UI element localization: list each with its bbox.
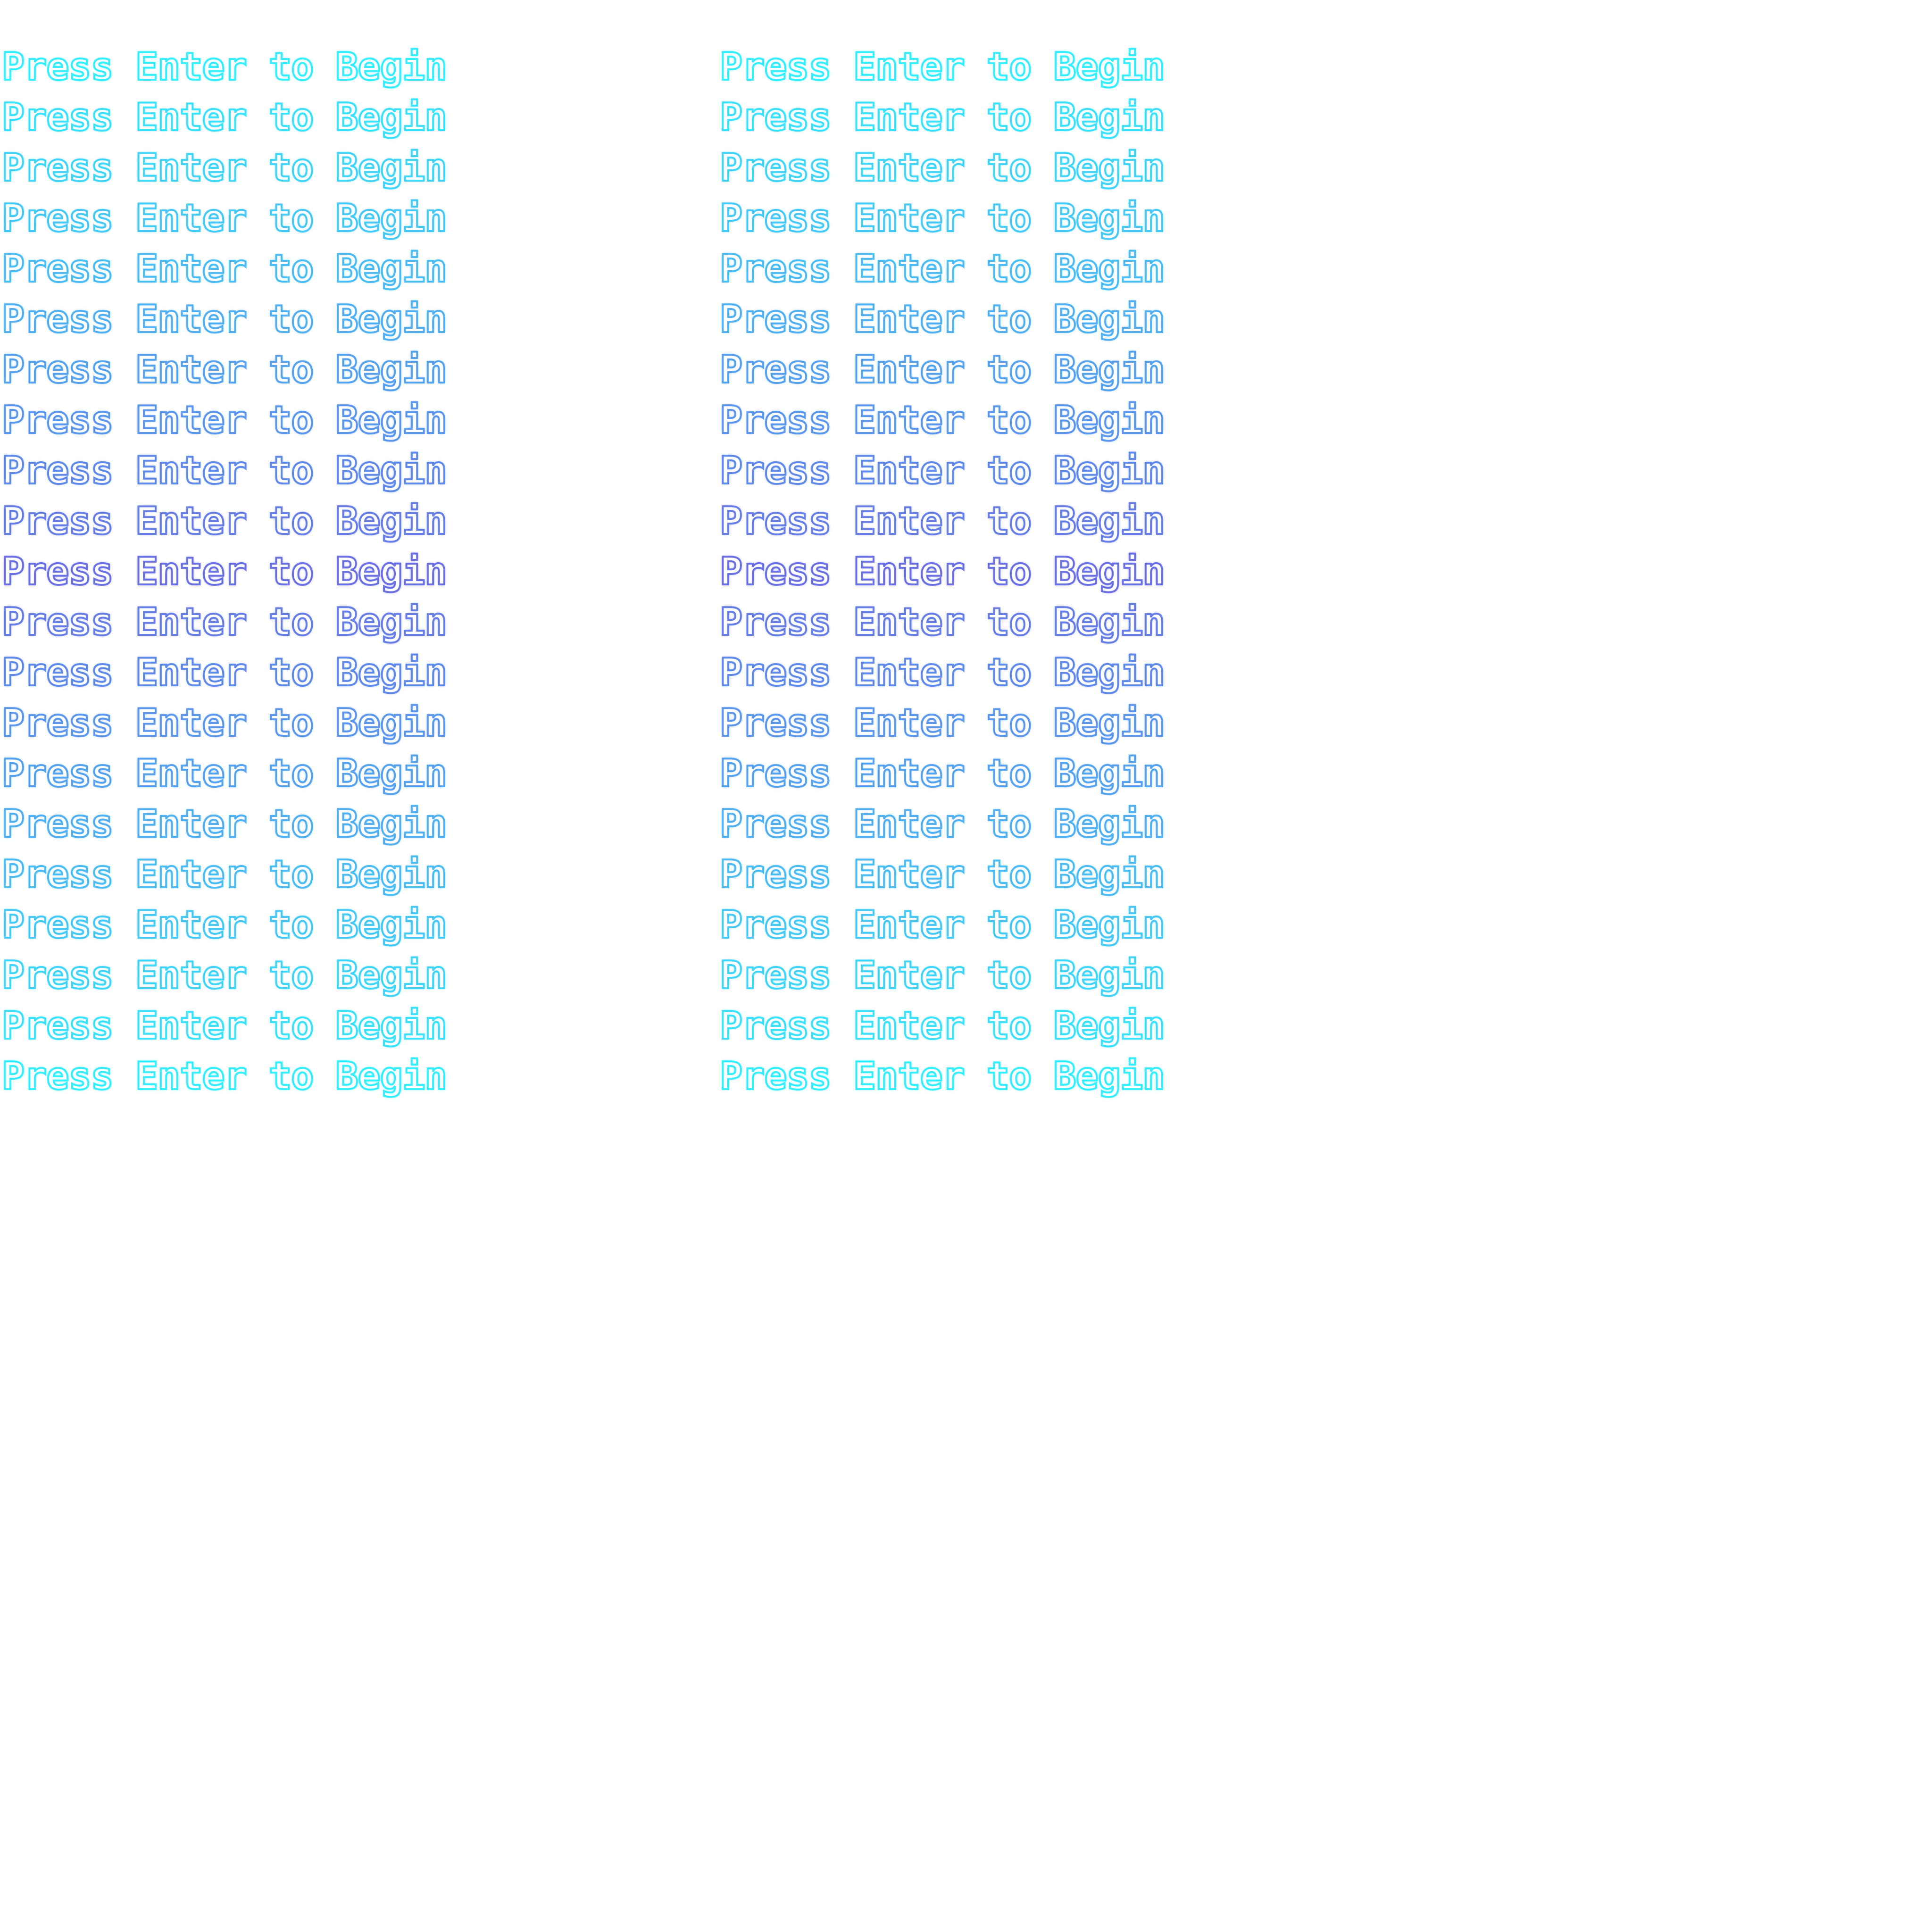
press-enter-prompt: Press Enter to Begin: [1, 549, 448, 594]
press-enter-prompt: Press Enter to Begin: [719, 1003, 1166, 1049]
press-enter-prompt: Press Enter to Begin: [1, 750, 448, 796]
press-enter-prompt: Press Enter to Begin: [1, 44, 448, 90]
press-enter-prompt: Press Enter to Begin: [719, 498, 1166, 544]
press-enter-prompt: Press Enter to Begin: [719, 195, 1166, 241]
press-enter-prompt: Press Enter to Begin: [1, 1003, 448, 1049]
press-enter-prompt: Press Enter to Begin: [719, 347, 1166, 392]
press-enter-prompt: Press Enter to Begin: [719, 94, 1166, 140]
press-enter-prompt: Press Enter to Begin: [719, 549, 1166, 594]
press-enter-prompt: Press Enter to Begin: [719, 397, 1166, 443]
press-enter-prompt: Press Enter to Begin: [719, 599, 1166, 645]
press-enter-prompt: Press Enter to Begin: [719, 700, 1166, 746]
press-enter-prompt: Press Enter to Begin: [1, 1053, 448, 1099]
prompt-column-right: Press Enter to Begin Press Enter to Begin…: [719, 42, 1166, 1101]
press-enter-prompt: Press Enter to Begin: [1, 246, 448, 291]
press-enter-prompt: Press Enter to Begin: [1, 801, 448, 847]
press-enter-prompt: Press Enter to Begin: [1, 397, 448, 443]
press-enter-prompt: Press Enter to Begin: [719, 801, 1166, 847]
press-enter-prompt: Press Enter to Begin: [1, 296, 448, 342]
press-enter-prompt: Press Enter to Begin: [1, 94, 448, 140]
press-enter-prompt: Press Enter to Begin: [1, 902, 448, 948]
press-enter-prompt: Press Enter to Begin: [1, 952, 448, 998]
press-enter-prompt: Press Enter to Begin: [719, 44, 1166, 90]
press-enter-prompt: Press Enter to Begin: [719, 952, 1166, 998]
press-enter-prompt: Press Enter to Begin: [1, 599, 448, 645]
press-enter-prompt: Press Enter to Begin: [1, 145, 448, 191]
press-enter-prompt: Press Enter to Begin: [719, 296, 1166, 342]
press-enter-prompt: Press Enter to Begin: [1, 498, 448, 544]
press-enter-prompt: Press Enter to Begin: [719, 750, 1166, 796]
prompt-column-left: Press Enter to Begin Press Enter to Begin…: [1, 42, 448, 1101]
press-enter-prompt: Press Enter to Begin: [1, 448, 448, 493]
press-enter-prompt: Press Enter to Begin: [1, 851, 448, 897]
press-enter-prompt: Press Enter to Begin: [1, 195, 448, 241]
press-enter-prompt: Press Enter to Begin: [719, 902, 1166, 948]
press-enter-prompt: Press Enter to Begin: [719, 851, 1166, 897]
press-enter-prompt: Press Enter to Begin: [1, 650, 448, 695]
press-enter-prompt: Press Enter to Begin: [719, 1053, 1166, 1099]
press-enter-prompt: Press Enter to Begin: [719, 650, 1166, 695]
press-enter-prompt: Press Enter to Begin: [719, 246, 1166, 291]
press-enter-prompt: Press Enter to Begin: [719, 145, 1166, 191]
press-enter-prompt: Press Enter to Begin: [719, 448, 1166, 493]
press-enter-prompt: Press Enter to Begin: [1, 347, 448, 392]
press-enter-prompt: Press Enter to Begin: [1, 700, 448, 746]
